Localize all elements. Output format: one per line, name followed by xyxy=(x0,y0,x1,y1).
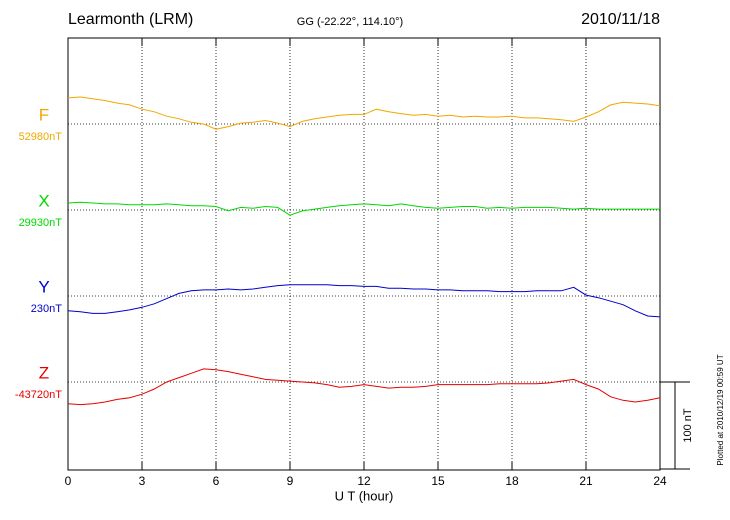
series-name: X xyxy=(38,191,49,210)
x-tick-label: 3 xyxy=(139,474,146,488)
x-tick-label: 24 xyxy=(653,474,667,488)
x-tick-label: 21 xyxy=(579,474,593,488)
x-tick-label: 12 xyxy=(357,474,371,488)
x-tick-label: 0 xyxy=(65,474,72,488)
chart-date: 2010/11/18 xyxy=(581,11,660,28)
series-name: Y xyxy=(38,277,49,296)
baseline-label: 230nT xyxy=(31,303,62,315)
scale-bar-label: 100 nT xyxy=(682,408,694,443)
x-tick-label: 18 xyxy=(505,474,519,488)
baseline-label: 52980nT xyxy=(19,131,63,143)
series-line xyxy=(67,284,661,318)
baseline-label: 29930nT xyxy=(19,217,63,229)
chart-subtitle: GG (-22.22°, 114.10°) xyxy=(297,16,403,28)
series-line xyxy=(67,368,661,406)
series-line xyxy=(67,96,661,130)
x-tick-label: 15 xyxy=(431,474,445,488)
series-name: F xyxy=(39,105,49,124)
chart-title: Learmonth (LRM) xyxy=(68,11,193,28)
x-axis-label: U T (hour) xyxy=(335,488,394,503)
plotted-note: Plotted at 2010/12/19 00:59 UT xyxy=(716,354,725,465)
series-line xyxy=(67,201,660,216)
series-name: Z xyxy=(39,363,49,382)
baseline-label: -43720nT xyxy=(15,389,62,401)
x-tick-label: 6 xyxy=(213,474,220,488)
x-tick-label: 9 xyxy=(287,474,294,488)
